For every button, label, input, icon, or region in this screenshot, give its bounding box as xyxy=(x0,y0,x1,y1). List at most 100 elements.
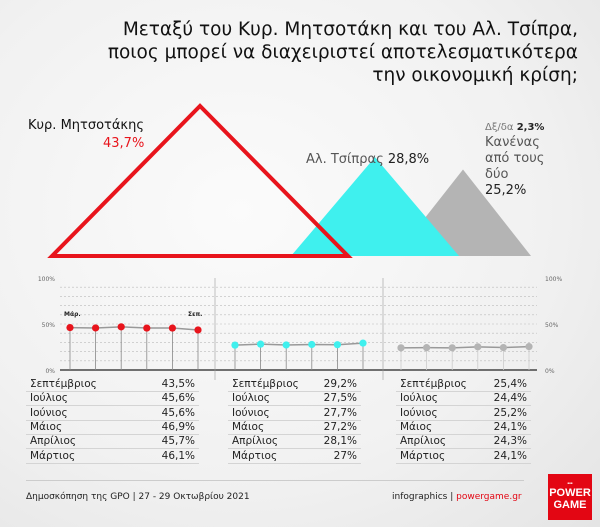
y-tick-label: 0% xyxy=(45,368,55,375)
trend-chart: 100% 100% 50% 50% 0% 0% Μάρ. Σεπ. xyxy=(38,276,562,380)
table-row-value: 46,9% xyxy=(161,420,195,433)
table-row-value: 27% xyxy=(333,449,357,462)
table-row-label: Σεπτέμβριος xyxy=(30,378,97,390)
table-row-value: 24,1% xyxy=(493,449,527,462)
table-row-value: 25,4% xyxy=(493,378,527,390)
y-tick-label: 50% xyxy=(42,322,56,329)
mitsotakis-triangle xyxy=(47,103,353,258)
row-divider xyxy=(396,391,531,392)
x-label-last: Σεπ. xyxy=(188,311,202,318)
mitsotakis-value: 43,7% xyxy=(103,136,145,151)
row-divider xyxy=(26,391,199,392)
table-row-label: Ιούνιος xyxy=(30,406,68,419)
table-row-label: Ιούνιος xyxy=(400,406,438,419)
footer-source: Δημοσκόπηση της GPO | 27 - 29 Οκτωβρίου … xyxy=(26,492,250,502)
data-point xyxy=(308,340,316,349)
table-row-label: Ιούλιος xyxy=(232,392,270,405)
table-row-value: 45,6% xyxy=(161,406,195,419)
table-row-label: Μάιος xyxy=(232,420,265,433)
dk-value: 2,3% xyxy=(516,122,545,133)
data-point xyxy=(194,326,202,334)
data-point xyxy=(448,344,456,352)
table-row-value: 24,4% xyxy=(493,392,527,405)
table-row-label: Μάρτιος xyxy=(232,449,278,462)
triangle-chart xyxy=(47,103,531,258)
series-line xyxy=(69,326,199,331)
y-tick-label: 50% xyxy=(545,322,559,329)
row-divider xyxy=(228,462,361,464)
data-point xyxy=(168,324,176,332)
y-tick-label: 100% xyxy=(545,276,562,283)
table-row-value: 27,5% xyxy=(323,392,357,405)
row-divider xyxy=(396,433,531,435)
row-divider xyxy=(228,405,361,407)
table-row-value: 28,1% xyxy=(323,435,357,448)
table-row-value: 29,2% xyxy=(323,378,357,390)
table-row-value: 43,5% xyxy=(161,378,195,390)
row-divider xyxy=(396,419,531,421)
none-value: 25,2% xyxy=(485,183,527,198)
tsipras-value: 28,8% xyxy=(387,152,430,167)
row-divider xyxy=(228,391,361,392)
data-point xyxy=(397,344,405,352)
title-line: ποιος μπορεί να διαχειριστεί αποτελεσματ… xyxy=(107,42,578,63)
dk-label: Δξ/δα 2,3% xyxy=(485,122,544,133)
data-point xyxy=(143,324,151,332)
table-row-label: Μάρτιος xyxy=(400,449,446,462)
series-line xyxy=(234,342,364,346)
site-link[interactable]: powergame.gr xyxy=(456,492,522,502)
row-divider xyxy=(396,462,531,464)
table-row-value: 27,7% xyxy=(323,406,357,419)
none-label: Κανένας από τους δύο 25,2% xyxy=(485,135,544,199)
table-row-value: 24,1% xyxy=(493,420,527,433)
data-point xyxy=(117,323,125,331)
table-row-value: 46,1% xyxy=(161,449,195,462)
table-row-label: Ιούλιος xyxy=(30,392,68,405)
table-row-label: Απρίλιος xyxy=(400,435,447,448)
footer-credit: infographics | powergame.gr xyxy=(392,492,522,502)
mitsotakis-name: Κυρ. Μητσοτάκης xyxy=(28,118,144,133)
table-row-value: 45,6% xyxy=(161,392,195,405)
table-row-value: 45,7% xyxy=(161,435,195,448)
tsipras-triangle xyxy=(291,157,459,256)
row-divider xyxy=(26,448,199,450)
table-row-label: Σεπτέμβριος xyxy=(232,378,299,390)
credit-text: infographics | xyxy=(392,492,454,502)
power-game-logo: ••• POWER GAME xyxy=(548,474,592,520)
row-divider xyxy=(26,405,199,407)
row-divider xyxy=(228,419,361,421)
footer-divider xyxy=(26,480,524,481)
table-row-label: Μάρτιος xyxy=(30,449,76,462)
row-divider xyxy=(26,419,199,421)
data-point xyxy=(257,340,265,348)
table-row-value: 27,2% xyxy=(323,420,357,433)
data-point xyxy=(474,343,482,351)
row-divider xyxy=(396,448,531,450)
none-name: από τους xyxy=(485,151,545,166)
data-point xyxy=(92,324,100,332)
tsipras-label: Αλ. Τσίπρας 28,8% xyxy=(306,152,429,167)
x-label-first: Μάρ. xyxy=(64,311,81,318)
none-name: δύο xyxy=(485,167,509,182)
none-name: Κανένας xyxy=(485,135,540,150)
data-point xyxy=(282,341,290,349)
y-tick-label: 100% xyxy=(38,276,55,283)
table-row-label: Ιούνιος xyxy=(232,406,270,419)
tsipras-name: Αλ. Τσίπρας xyxy=(306,152,384,167)
data-point xyxy=(333,341,341,349)
table-row-label: Μάιος xyxy=(30,420,63,433)
table-row-value: 25,2% xyxy=(493,406,527,419)
series-line xyxy=(400,345,530,349)
data-point xyxy=(525,343,533,351)
y-tick-label: 0% xyxy=(545,368,555,375)
data-point xyxy=(423,344,431,352)
data-point xyxy=(66,323,74,332)
data-point xyxy=(499,343,507,352)
row-divider xyxy=(228,433,361,435)
table-row-label: Μάιος xyxy=(400,420,433,433)
table-row-label: Ιούλιος xyxy=(400,392,438,405)
row-divider xyxy=(26,433,199,435)
title-line: Μεταξύ του Κυρ. Μητσοτάκη και του Αλ. Τσ… xyxy=(122,19,578,40)
page-title: Μεταξύ του Κυρ. Μητσοτάκη και του Αλ. Τσ… xyxy=(58,18,578,87)
title-line: την οικονομική κρίση; xyxy=(372,65,578,86)
